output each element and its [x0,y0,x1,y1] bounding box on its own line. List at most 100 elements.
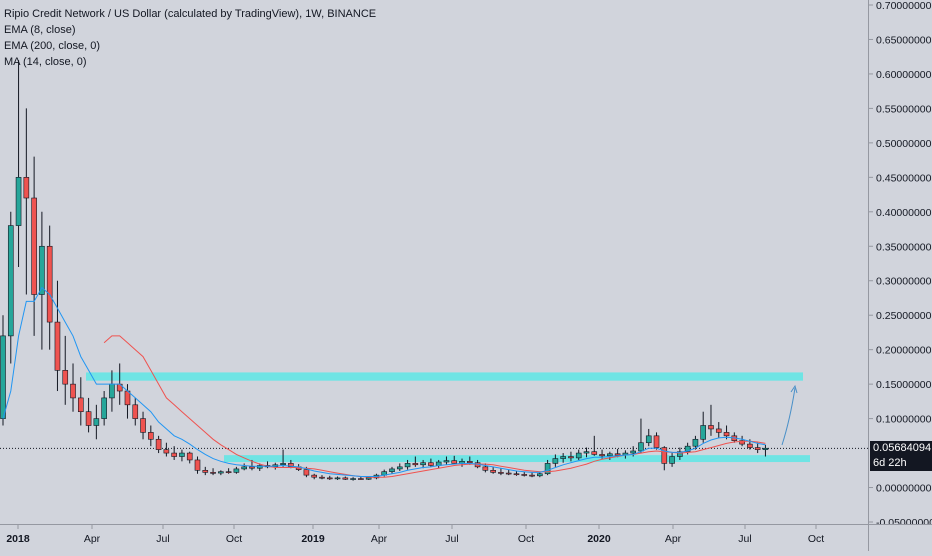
candle-body [552,458,559,464]
x-tick-label: Jul [445,533,458,545]
chart-plot-area[interactable]: Ripio Credit Network / US Dollar (calcul… [0,0,868,524]
candle-body [31,197,37,295]
candle-body [319,476,325,479]
y-tick-label: 0.55000000 [876,103,932,115]
candle [521,471,528,477]
y-tick-label: 0.15000000 [876,379,932,391]
candle-body [404,463,411,468]
x-tick-label: 2019 [301,533,325,545]
y-tick-label: 0.40000000 [876,207,932,219]
candle [93,404,100,440]
x-tick-label: Oct [518,533,534,545]
candle [31,156,37,336]
candle-body [645,435,652,444]
candle [490,466,496,474]
candle [101,391,107,426]
candle-body [677,451,683,457]
candle-body [568,456,574,459]
axis-corner [868,524,932,551]
candle [280,449,286,467]
price-axis[interactable]: 0.70000000 0.65000000 0.60000000 0.55000000… [868,0,932,529]
x-tick-label: 2018 [6,533,30,545]
x-tick-label: 2020 [587,533,611,545]
candle [412,456,419,467]
candle-body [412,463,419,466]
candle [171,446,177,460]
candle-body [560,456,566,459]
candle [692,435,699,450]
candle [202,466,209,476]
candle [155,435,162,454]
x-tick-label: Jul [156,533,169,545]
candle-body [747,443,753,448]
candle [498,468,504,476]
candle-body [537,473,543,477]
ema8-line [2,286,766,477]
candle [715,422,722,438]
candle-body [70,383,76,399]
candle-body [754,447,761,450]
candle [311,473,318,480]
candle [529,472,535,478]
candle-body [365,477,372,480]
candle [568,451,574,462]
candle [451,455,458,465]
candlestick-chart[interactable] [0,0,868,524]
candle-body [163,449,170,454]
ma14-line [103,335,766,478]
y-tick-label: 0.70000000 [876,0,932,12]
candle-body [451,460,458,464]
candle-body [350,478,356,480]
candle [78,377,84,426]
candle-body [132,404,139,419]
candle-body [420,462,426,466]
candle-body [614,453,621,456]
time-axis[interactable]: 2018 Apr Jul Oct 2019 Apr Jul Oct 2020 Apr Jul Oct [0,524,868,551]
candle [264,461,271,469]
candle-body [396,466,403,470]
candle-body [241,466,247,470]
candle-body [490,469,496,473]
candle-body [101,397,107,419]
candle-body [575,452,582,459]
candle [591,435,598,456]
y-tick-label: 0.10000000 [876,414,932,426]
candle [85,397,92,433]
candle-body [62,370,69,385]
candle-body [54,321,61,371]
candle-body [669,456,675,464]
candle [482,463,489,473]
candle [389,466,395,474]
candle-body [303,469,310,476]
candle-body [78,397,84,413]
candle [186,451,193,464]
arrow-head [790,384,798,394]
x-tick-label: Jul [738,533,751,545]
candle-body [358,478,364,480]
candle-body [708,425,714,430]
candle [638,418,644,454]
candle-body [482,466,489,471]
legend-ema200: EMA (200, close, 0) [4,40,100,52]
x-tick-label: Oct [808,533,824,545]
candle-body [233,468,240,473]
candle-body [498,472,504,474]
candle [350,477,356,481]
candle [23,108,30,295]
y-tick-label: 0.30000000 [876,276,932,288]
candle-body [443,460,450,463]
candle [46,225,53,350]
candle [148,425,154,447]
candle [677,447,683,460]
candle-body [723,432,730,437]
candle [39,211,45,350]
candle [62,335,69,405]
candle [163,442,170,457]
candle-body [194,459,201,471]
candle-body [389,468,395,472]
x-tick-label: Apr [371,533,388,545]
zone-resistance [86,372,803,381]
candle [560,453,566,463]
candle [241,463,247,471]
candle-body [85,411,92,426]
